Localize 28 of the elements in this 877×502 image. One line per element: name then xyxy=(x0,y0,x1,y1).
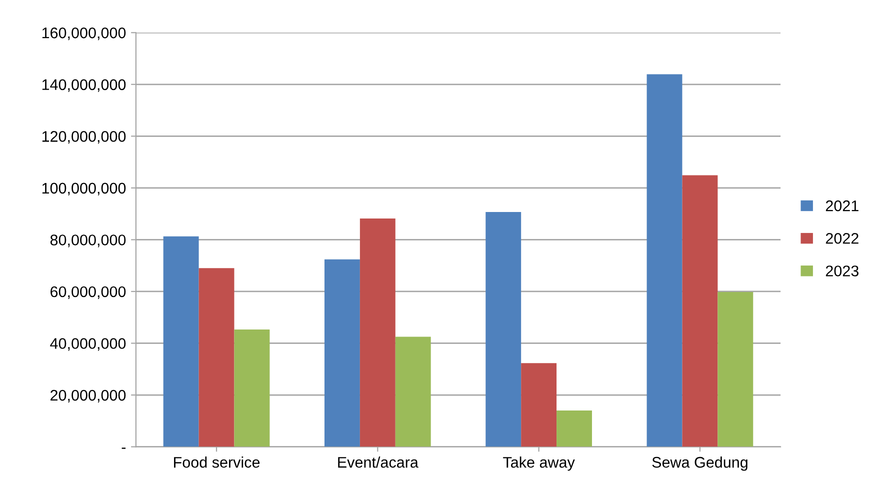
legend-label: 2022 xyxy=(826,232,858,244)
y-tick-label: 140,000,000 xyxy=(42,79,126,92)
y-tick-label: - xyxy=(122,448,126,449)
bar xyxy=(324,259,360,447)
bar xyxy=(646,74,682,447)
bar xyxy=(682,175,718,447)
bar xyxy=(395,336,431,447)
y-tick-label: 20,000,000 xyxy=(50,390,126,402)
y-tick-label: 80,000,000 xyxy=(50,234,126,248)
y-tick-label: 100,000,000 xyxy=(42,182,126,196)
x-tick-label: Sewa Gedung xyxy=(652,456,748,471)
legend-label: 2023 xyxy=(826,266,858,276)
bar xyxy=(360,218,396,447)
x-tick-label: Food service xyxy=(174,456,260,468)
x-tick-label: Event/acara xyxy=(338,456,418,468)
legend-label: 2021 xyxy=(826,200,858,212)
bar xyxy=(556,410,592,447)
bar xyxy=(718,292,754,447)
y-tick-label: 120,000,000 xyxy=(42,131,126,144)
bar xyxy=(163,236,199,447)
bar xyxy=(234,330,270,447)
y-tick-label: 160,000,000 xyxy=(42,28,126,40)
bar xyxy=(486,212,522,447)
y-tick-label: 40,000,000 xyxy=(50,338,126,351)
y-tick-label: 60,000,000 xyxy=(50,286,126,299)
bar xyxy=(521,363,557,447)
bar xyxy=(198,268,234,447)
x-tick-label: Take away xyxy=(503,456,575,471)
